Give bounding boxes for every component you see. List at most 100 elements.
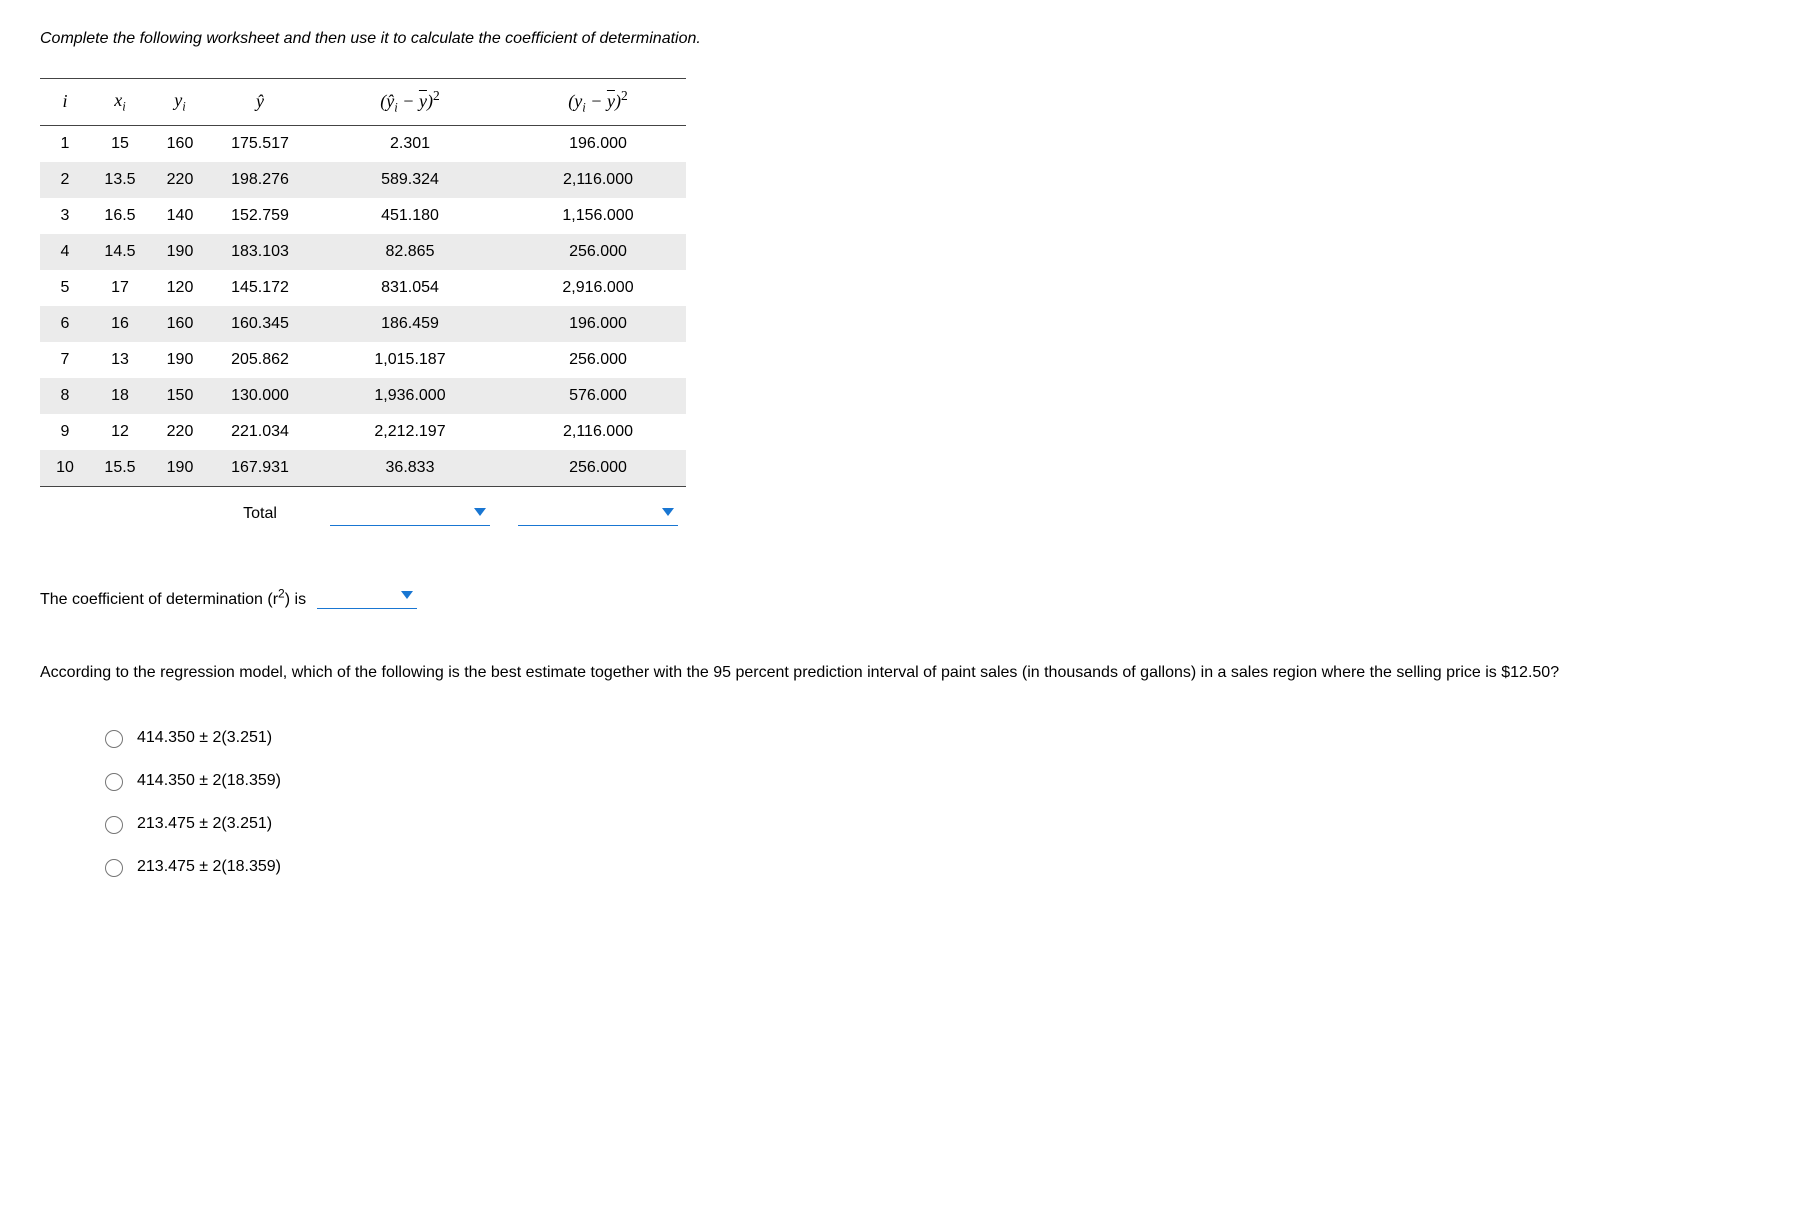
- option-radio[interactable]: [105, 859, 123, 877]
- header-yi: yi: [150, 79, 210, 126]
- cell-sq2: 2,116.000: [510, 162, 686, 198]
- cell-sq2: 256.000: [510, 342, 686, 378]
- question-text: According to the regression model, which…: [40, 659, 1760, 688]
- cell-i: 3: [40, 198, 90, 234]
- option-label: 213.475 ± 2(18.359): [137, 858, 281, 876]
- total-dropdown-sq1[interactable]: [310, 486, 510, 535]
- cell-sq2: 256.000: [510, 234, 686, 270]
- table-row: 316.5140152.759451.1801,156.000: [40, 198, 686, 234]
- option-1[interactable]: 414.350 ± 2(3.251): [100, 727, 1762, 748]
- cell-sq2: 1,156.000: [510, 198, 686, 234]
- option-label: 414.350 ± 2(18.359): [137, 772, 281, 790]
- cell-x: 16.5: [90, 198, 150, 234]
- cell-y: 120: [150, 270, 210, 306]
- worksheet-table: i xi yi ŷ (ŷi − y)2 (yi − y)2 115160175.…: [40, 78, 686, 535]
- cell-sq1: 1,015.187: [310, 342, 510, 378]
- cell-x: 14.5: [90, 234, 150, 270]
- cell-yhat: 198.276: [210, 162, 310, 198]
- cell-sq1: 82.865: [310, 234, 510, 270]
- cell-yhat: 175.517: [210, 125, 310, 162]
- cell-yhat: 145.172: [210, 270, 310, 306]
- cell-i: 7: [40, 342, 90, 378]
- cell-i: 2: [40, 162, 90, 198]
- cell-i: 1: [40, 125, 90, 162]
- options-group: 414.350 ± 2(3.251) 414.350 ± 2(18.359) 213…: [40, 727, 1762, 877]
- option-label: 414.350 ± 2(3.251): [137, 729, 272, 747]
- option-radio[interactable]: [105, 773, 123, 791]
- chevron-down-icon: [401, 591, 413, 599]
- coeff-dropdown[interactable]: [317, 585, 417, 609]
- cell-yhat: 152.759: [210, 198, 310, 234]
- chevron-down-icon: [474, 508, 486, 516]
- cell-yhat: 167.931: [210, 450, 310, 487]
- cell-sq1: 36.833: [310, 450, 510, 487]
- option-4[interactable]: 213.475 ± 2(18.359): [100, 856, 1762, 877]
- cell-sq1: 2,212.197: [310, 414, 510, 450]
- cell-sq2: 196.000: [510, 306, 686, 342]
- cell-y: 220: [150, 414, 210, 450]
- cell-x: 17: [90, 270, 150, 306]
- table-row: 517120145.172831.0542,916.000: [40, 270, 686, 306]
- cell-y: 140: [150, 198, 210, 234]
- cell-i: 5: [40, 270, 90, 306]
- cell-sq2: 256.000: [510, 450, 686, 487]
- option-radio[interactable]: [105, 730, 123, 748]
- cell-i: 9: [40, 414, 90, 450]
- cell-sq1: 2.301: [310, 125, 510, 162]
- cell-i: 10: [40, 450, 90, 487]
- total-row: Total: [40, 486, 686, 535]
- option-2[interactable]: 414.350 ± 2(18.359): [100, 770, 1762, 791]
- cell-yhat: 160.345: [210, 306, 310, 342]
- option-3[interactable]: 213.475 ± 2(3.251): [100, 813, 1762, 834]
- cell-x: 18: [90, 378, 150, 414]
- table-row: 1015.5190167.93136.833256.000: [40, 450, 686, 487]
- cell-y: 190: [150, 450, 210, 487]
- total-dropdown-sq2[interactable]: [510, 486, 686, 535]
- total-label: Total: [210, 486, 310, 535]
- table-row: 115160175.5172.301196.000: [40, 125, 686, 162]
- cell-yhat: 130.000: [210, 378, 310, 414]
- table-row: 912220221.0342,212.1972,116.000: [40, 414, 686, 450]
- cell-y: 220: [150, 162, 210, 198]
- table-row: 818150130.0001,936.000576.000: [40, 378, 686, 414]
- cell-yhat: 221.034: [210, 414, 310, 450]
- header-yhat: ŷ: [210, 79, 310, 126]
- cell-y: 160: [150, 125, 210, 162]
- cell-sq2: 196.000: [510, 125, 686, 162]
- cell-sq2: 2,116.000: [510, 414, 686, 450]
- cell-sq1: 1,936.000: [310, 378, 510, 414]
- coeff-prefix: The coefficient of determination (r: [40, 591, 278, 608]
- table-row: 713190205.8621,015.187256.000: [40, 342, 686, 378]
- cell-x: 15.5: [90, 450, 150, 487]
- table-row: 213.5220198.276589.3242,116.000: [40, 162, 686, 198]
- table-header-row: i xi yi ŷ (ŷi − y)2 (yi − y)2: [40, 79, 686, 126]
- header-xi: xi: [90, 79, 150, 126]
- cell-sq1: 451.180: [310, 198, 510, 234]
- cell-yhat: 183.103: [210, 234, 310, 270]
- cell-sq2: 2,916.000: [510, 270, 686, 306]
- header-sq1: (ŷi − y)2: [310, 79, 510, 126]
- option-label: 213.475 ± 2(3.251): [137, 815, 272, 833]
- cell-yhat: 205.862: [210, 342, 310, 378]
- cell-y: 190: [150, 234, 210, 270]
- option-radio[interactable]: [105, 816, 123, 834]
- cell-x: 13: [90, 342, 150, 378]
- cell-x: 13.5: [90, 162, 150, 198]
- cell-i: 4: [40, 234, 90, 270]
- coefficient-line: The coefficient of determination (r2) is: [40, 585, 1762, 609]
- table-row: 616160160.345186.459196.000: [40, 306, 686, 342]
- coeff-suffix: ) is: [285, 591, 306, 608]
- instruction-text: Complete the following worksheet and the…: [40, 30, 1762, 48]
- cell-sq1: 589.324: [310, 162, 510, 198]
- cell-y: 160: [150, 306, 210, 342]
- cell-x: 16: [90, 306, 150, 342]
- header-sq2: (yi − y)2: [510, 79, 686, 126]
- cell-x: 12: [90, 414, 150, 450]
- cell-i: 8: [40, 378, 90, 414]
- cell-sq2: 576.000: [510, 378, 686, 414]
- cell-y: 190: [150, 342, 210, 378]
- cell-sq1: 186.459: [310, 306, 510, 342]
- table-row: 414.5190183.10382.865256.000: [40, 234, 686, 270]
- cell-i: 6: [40, 306, 90, 342]
- cell-x: 15: [90, 125, 150, 162]
